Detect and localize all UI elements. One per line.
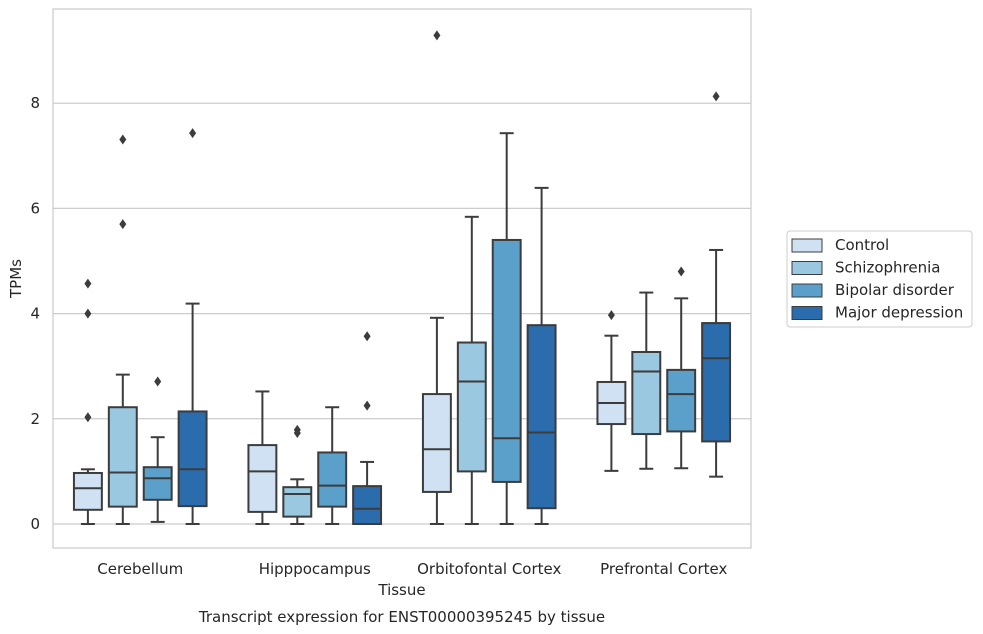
y-tick-label: 0 [30,515,40,533]
chart-caption: Transcript expression for ENST0000039524… [198,608,605,626]
y-tick-label: 4 [30,305,40,323]
y-tick-label: 8 [30,94,40,112]
legend-swatch [791,306,823,320]
legend-swatch [791,283,823,298]
box [107,406,138,508]
outlier-point [189,128,197,139]
y-tick-label: 6 [30,199,40,217]
legend: Control Schizophrenia Bipolar disorder Majo… [786,230,973,328]
plot-background [53,9,751,548]
outlier-point [119,134,127,145]
box [317,451,348,508]
y-axis-label: TPMs [7,259,25,299]
box-group [352,331,383,525]
y-tick-label: 2 [30,410,40,428]
box-series [72,30,732,525]
box-group [631,291,662,470]
outlier-point [677,266,685,277]
box [666,368,697,433]
outlier-point [119,219,127,230]
box [352,485,383,525]
legend-label: Major depression [835,304,963,322]
legend-label: Control [835,236,889,254]
box [282,486,313,518]
outlier-point [154,376,162,387]
outlier-point [363,331,371,342]
box [421,393,452,493]
outlier-point [363,400,371,411]
box-group [456,215,487,525]
box-group [526,186,557,525]
outlier-point [712,91,720,102]
grid-lines [53,102,751,525]
outlier-point [293,424,301,435]
x-tick-labels: Cerebellum Hipppocampus Orbitofontal Corte… [97,560,727,578]
box-group [596,310,627,472]
box-group [666,266,697,470]
box [177,410,208,508]
outlier-point [84,278,92,289]
box [142,466,173,501]
legend-label: Bipolar disorder [835,281,955,299]
box-group [701,91,732,478]
box-group [72,278,103,525]
x-tick-label: Orbitofontal Cortex [417,560,561,578]
outlier-point [84,412,92,423]
box [701,322,732,443]
legend-swatch [791,261,823,275]
x-axis-label: Tissue [377,581,425,599]
box-group [177,128,208,525]
plot-frame [52,8,752,549]
box [631,350,662,436]
box-group [282,424,313,525]
box-group [142,376,173,523]
x-tick-label: Hipppocampus [259,560,371,578]
box-group [491,132,522,525]
outlier-point [433,30,441,41]
legend-frame [786,230,973,328]
box [72,471,103,511]
box [456,341,487,473]
x-tick-label: Cerebellum [97,560,183,578]
y-tick-labels: 0 2 4 6 8 [30,94,40,533]
box-group [107,134,138,525]
box [491,238,522,483]
box-group [247,390,278,525]
x-tick-label: Prefrontal Cortex [600,560,727,578]
legend-label: Schizophrenia [835,259,940,277]
box-group [317,406,348,525]
outlier-point [84,308,92,319]
outlier-point [607,310,615,321]
box [526,324,557,510]
box-group [421,30,452,525]
box [247,444,278,513]
legend-swatch [791,238,823,253]
